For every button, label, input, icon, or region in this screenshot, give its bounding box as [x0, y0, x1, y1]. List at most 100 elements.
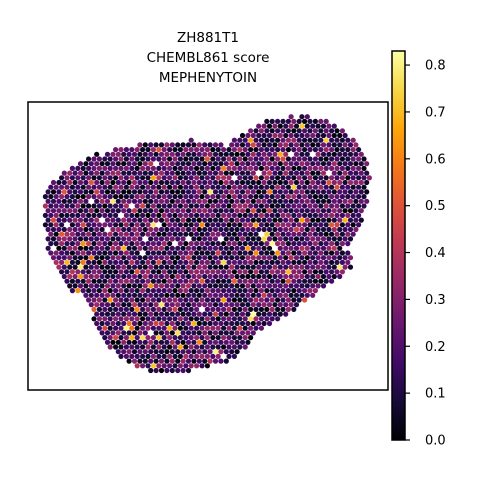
- spot: [250, 283, 256, 289]
- spot: [48, 222, 54, 228]
- spot: [129, 278, 135, 284]
- spot: [250, 311, 256, 317]
- spot: [231, 250, 237, 256]
- spot: [99, 311, 105, 317]
- spot: [221, 316, 227, 322]
- spot: [199, 363, 205, 369]
- spot: [250, 320, 256, 327]
- spot: [53, 203, 59, 209]
- spot: [248, 241, 254, 247]
- spot: [191, 358, 197, 364]
- spot: [113, 278, 119, 284]
- colorbar-tick-label: 0.2: [425, 340, 446, 355]
- spot: [358, 170, 364, 176]
- spot: [153, 217, 159, 223]
- spot: [280, 212, 286, 218]
- spot: [110, 245, 116, 251]
- spot: [223, 349, 229, 355]
- spot: [91, 156, 97, 162]
- spot: [102, 259, 108, 265]
- spot: [175, 302, 181, 308]
- spot: [75, 278, 81, 284]
- spot: [269, 241, 275, 247]
- spot: [288, 255, 294, 261]
- spot: [91, 288, 97, 294]
- spot: [148, 208, 154, 214]
- spot: [153, 349, 159, 355]
- spot: [277, 255, 283, 261]
- spot: [183, 306, 189, 312]
- spot: [145, 278, 151, 284]
- spot: [140, 278, 146, 284]
- spot: [104, 179, 111, 186]
- spot: [275, 231, 281, 237]
- spot: [272, 142, 278, 148]
- spot: [80, 175, 86, 181]
- spot: [121, 330, 127, 336]
- spot: [277, 179, 283, 186]
- spot: [334, 259, 340, 265]
- spot: [218, 142, 224, 148]
- spot: [110, 217, 116, 223]
- spot: [307, 250, 313, 256]
- spot: [339, 212, 345, 218]
- spot: [64, 259, 70, 265]
- spot: [266, 264, 273, 270]
- spot: [164, 217, 170, 223]
- spot: [175, 292, 181, 298]
- spot: [110, 311, 116, 317]
- spot: [177, 184, 183, 190]
- spot: [196, 226, 202, 233]
- spot: [61, 273, 67, 280]
- spot: [180, 151, 186, 157]
- spot: [248, 128, 254, 134]
- spot: [221, 194, 227, 200]
- spot: [177, 147, 183, 153]
- spot: [329, 278, 335, 284]
- spot: [337, 264, 343, 270]
- spot: [56, 245, 62, 251]
- spot: [102, 278, 108, 284]
- spot: [291, 269, 297, 275]
- spot: [307, 212, 313, 218]
- spot: [104, 151, 111, 157]
- spot: [275, 175, 281, 181]
- spot: [299, 189, 305, 195]
- spot: [212, 255, 219, 261]
- spot: [245, 302, 251, 308]
- spot: [172, 231, 178, 237]
- spot: [356, 147, 362, 153]
- spot: [204, 212, 210, 218]
- spot: [221, 297, 227, 303]
- spot: [229, 320, 235, 327]
- spot: [310, 142, 316, 148]
- spot: [72, 245, 78, 251]
- spot: [199, 212, 205, 218]
- spot: [275, 316, 281, 322]
- spot: [310, 161, 316, 167]
- spot: [234, 339, 240, 345]
- spot: [312, 212, 318, 218]
- spot: [118, 147, 124, 153]
- spot: [275, 288, 281, 294]
- colorbar-tick-label: 0.0: [425, 434, 446, 449]
- spot: [94, 208, 100, 214]
- spot: [361, 203, 367, 209]
- spot: [223, 273, 229, 280]
- spot: [156, 316, 162, 322]
- spot: [129, 269, 135, 275]
- spot: [334, 212, 340, 218]
- spot: [261, 161, 267, 167]
- spot: [296, 259, 302, 265]
- spot: [126, 189, 132, 195]
- spot: [323, 212, 329, 218]
- spot: [207, 236, 213, 242]
- spot: [207, 245, 213, 251]
- spot: [199, 316, 205, 322]
- spot: [212, 245, 219, 251]
- spot: [86, 203, 92, 209]
- spot: [69, 175, 75, 181]
- spot: [326, 198, 332, 204]
- spot: [293, 198, 300, 204]
- spot: [50, 198, 57, 204]
